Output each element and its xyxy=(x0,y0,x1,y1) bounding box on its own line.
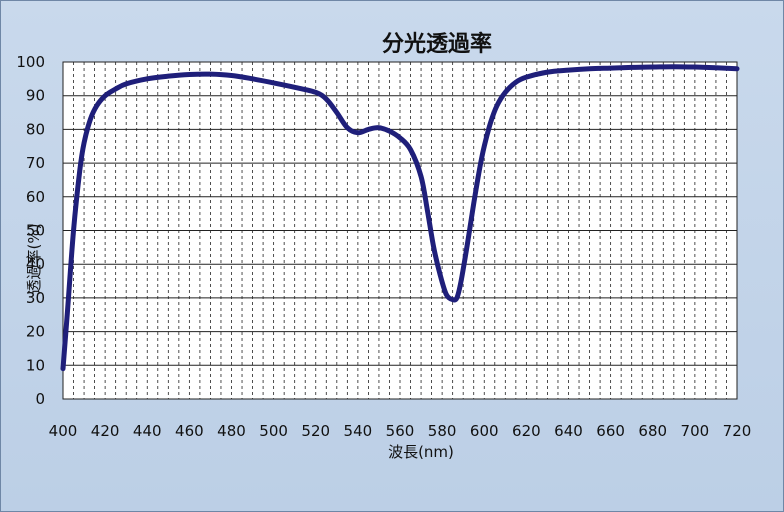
x-tick-label: 620 xyxy=(512,422,541,440)
y-axis-label: 透過率(%) xyxy=(25,224,43,295)
x-tick-label: 540 xyxy=(344,422,373,440)
y-tick-label: 80 xyxy=(26,120,45,138)
x-tick-label: 700 xyxy=(681,422,710,440)
grid-lines xyxy=(63,62,737,399)
x-tick-label: 460 xyxy=(175,422,204,440)
data-points xyxy=(62,66,738,369)
x-tick-label: 400 xyxy=(49,422,78,440)
y-axis-ticks: 0 10 20 30 40 50 60 70 80 90 100 xyxy=(16,53,45,408)
x-tick-label: 580 xyxy=(428,422,457,440)
x-tick-label: 680 xyxy=(638,422,667,440)
y-tick-label: 30 xyxy=(26,289,45,307)
x-tick-label: 640 xyxy=(554,422,583,440)
x-tick-label: 500 xyxy=(259,422,288,440)
x-tick-label: 720 xyxy=(723,422,752,440)
y-tick-label: 60 xyxy=(26,188,45,206)
y-tick-label: 40 xyxy=(26,255,45,273)
chart-title: 分光透過率 xyxy=(382,31,492,57)
y-tick-label: 20 xyxy=(26,323,45,341)
x-tick-label: 600 xyxy=(470,422,499,440)
y-tick-label: 90 xyxy=(26,87,45,105)
x-tick-label: 420 xyxy=(91,422,120,440)
y-tick-label: 0 xyxy=(35,390,45,408)
x-tick-label: 480 xyxy=(217,422,246,440)
y-tick-label: 100 xyxy=(16,53,45,71)
x-axis-ticks: 400 420 440 460 480 500 520 540 560 580 600 620 640 6… xyxy=(49,422,752,440)
y-tick-label: 50 xyxy=(26,222,45,240)
x-tick-label: 560 xyxy=(386,422,415,440)
x-tick-label: 440 xyxy=(133,422,162,440)
x-axis-label: 波長(nm) xyxy=(388,443,454,461)
x-tick-label: 660 xyxy=(596,422,625,440)
y-tick-label: 70 xyxy=(26,154,45,172)
y-tick-label: 10 xyxy=(26,356,45,374)
x-tick-label: 520 xyxy=(301,422,330,440)
